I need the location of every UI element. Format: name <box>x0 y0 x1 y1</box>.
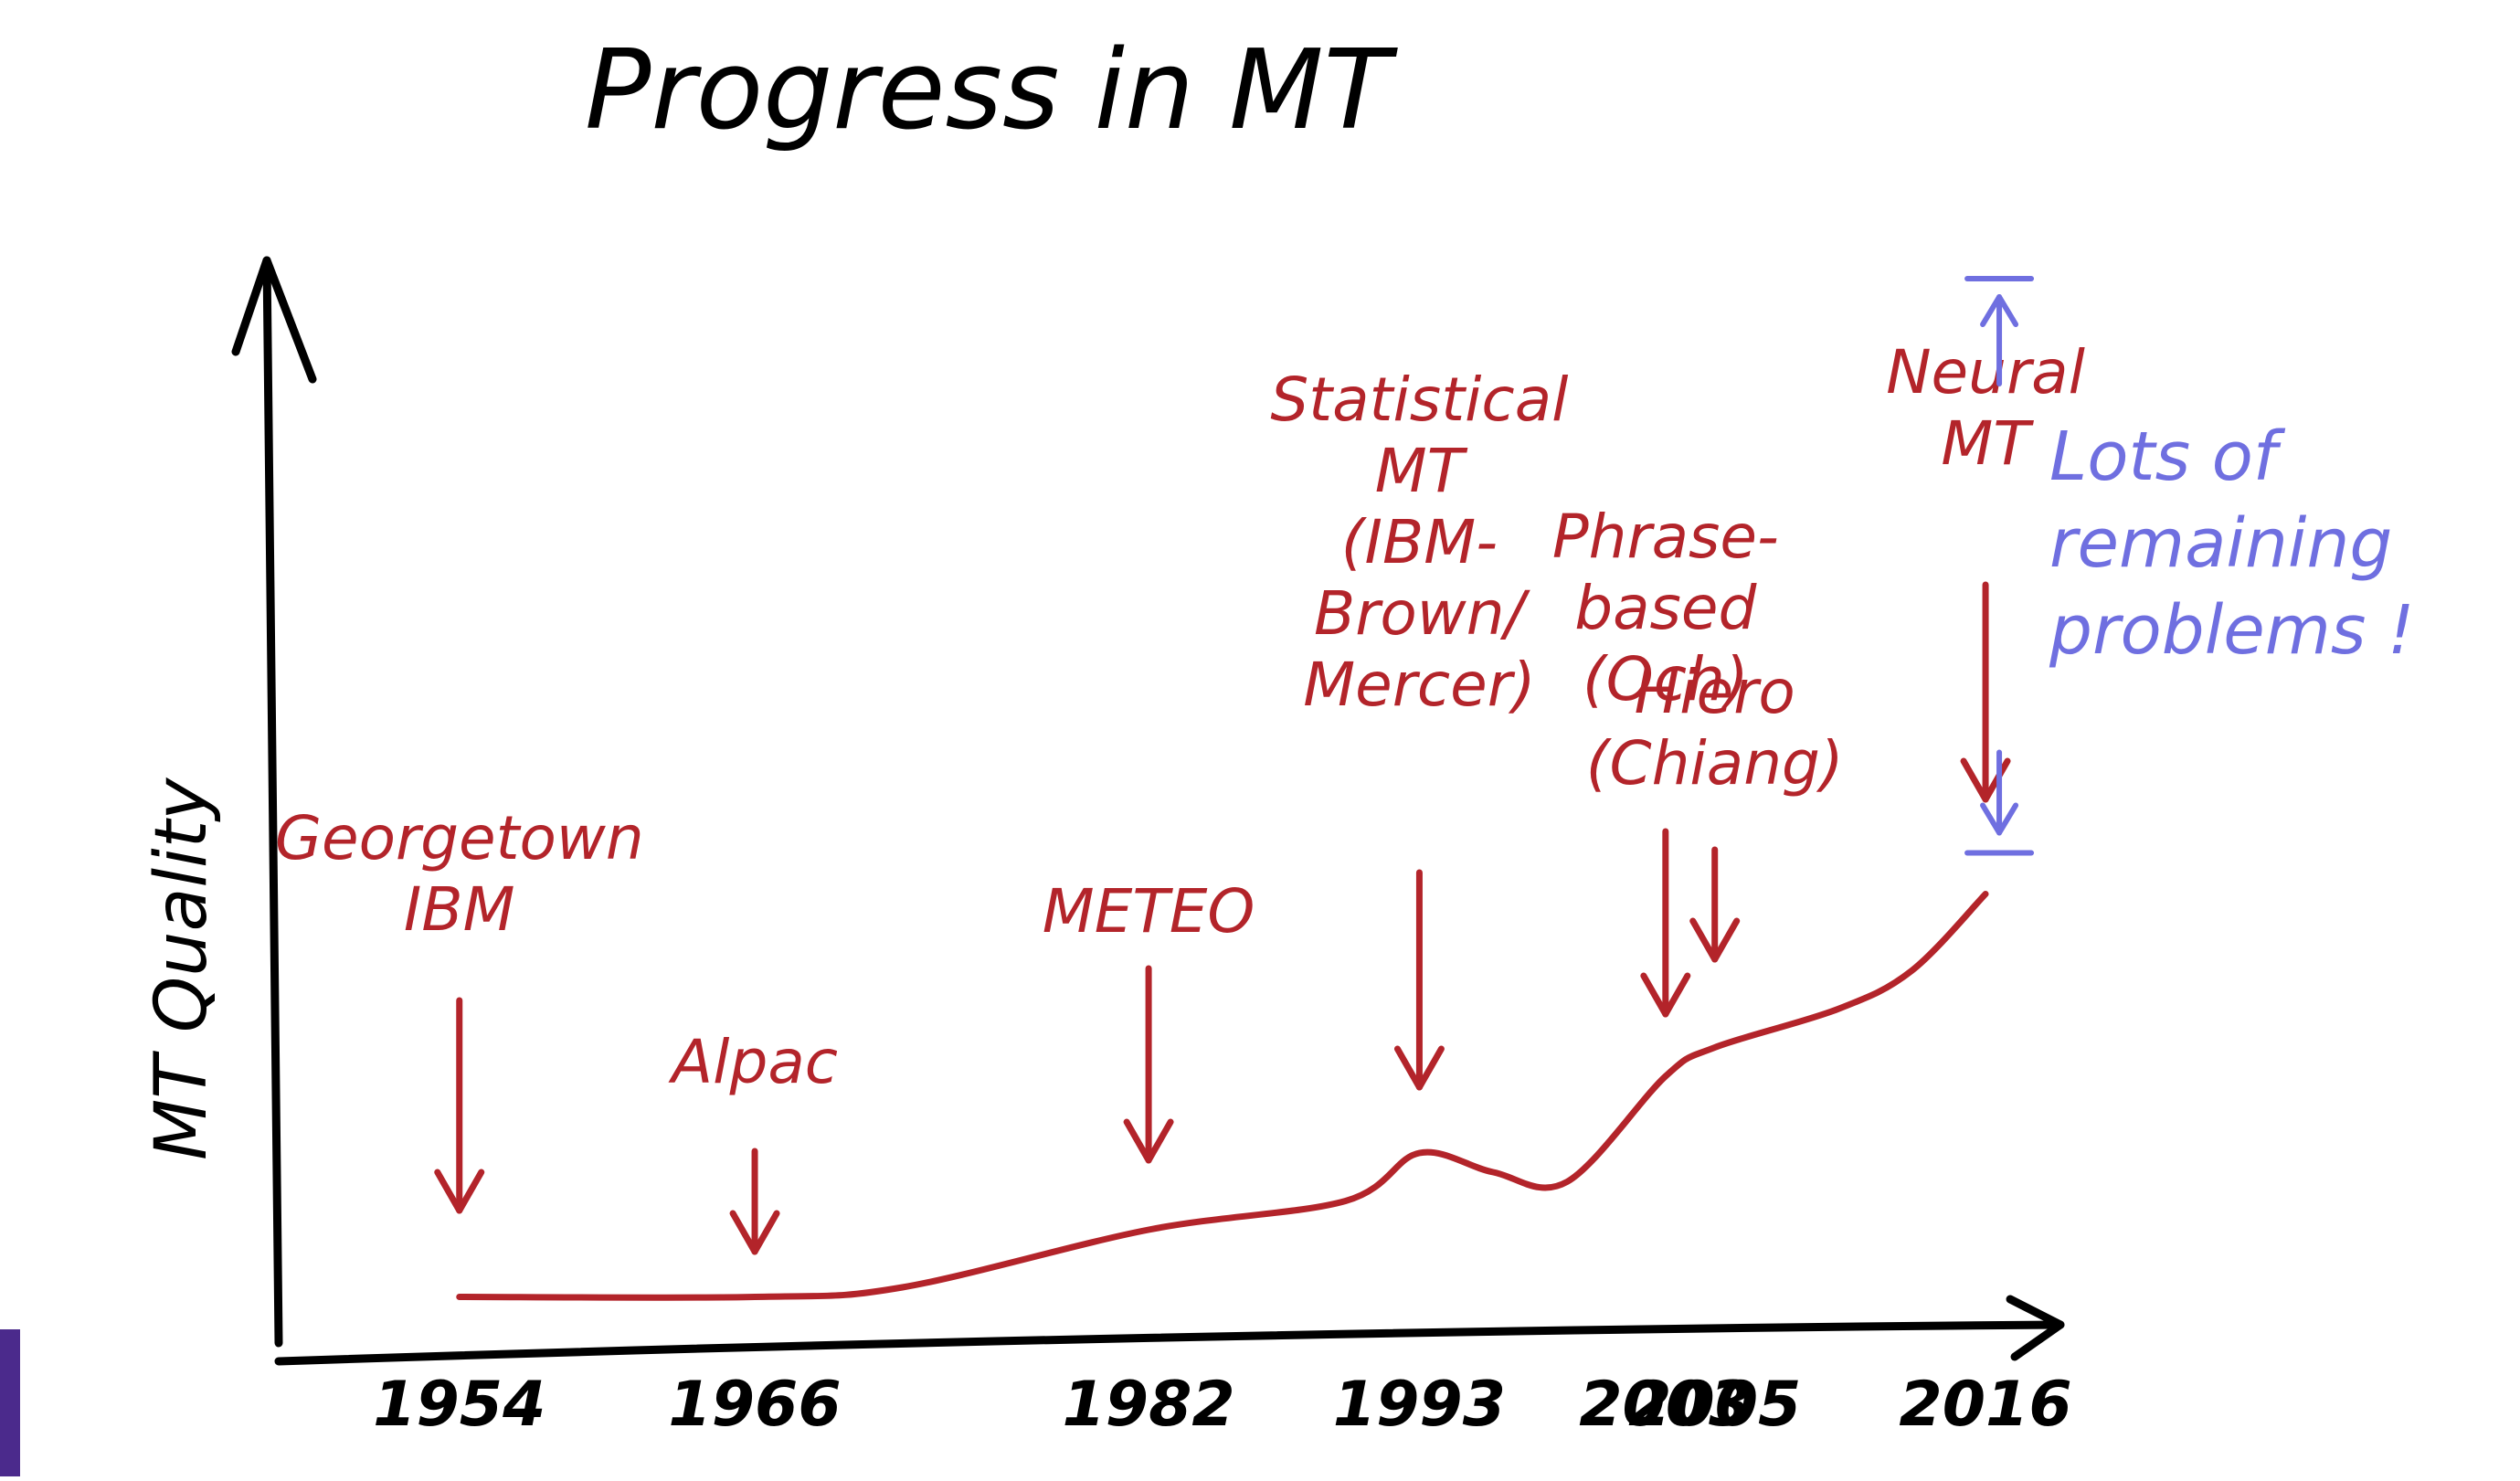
annotation: Hiero(Chiang) <box>1586 657 1844 963</box>
annotation-label: (IBM- <box>1341 507 1498 577</box>
annotation-label: Statistical <box>1270 365 1569 435</box>
accent-bar <box>0 1329 20 1476</box>
quality-line <box>456 891 1989 1301</box>
annotation-arrowhead <box>1393 1045 1445 1091</box>
annotation: Phrase-based(Och) <box>1552 502 1779 1018</box>
annotation-label: Neural <box>1886 337 2085 407</box>
annotation-label: (Chiang) <box>1586 728 1844 799</box>
x-tick-label: 2003 <box>1579 1369 1752 1441</box>
annotation: METEO <box>1043 876 1255 1164</box>
x-tick-label: 1954 <box>373 1369 545 1441</box>
note-arrowhead-down <box>1980 802 2019 836</box>
annotation-label: Alpac <box>668 1027 838 1097</box>
x-tick-label: 1993 <box>1333 1369 1506 1441</box>
annotation-label: METEO <box>1043 876 1255 947</box>
annotation-arrowhead <box>1123 1118 1174 1164</box>
annotations: GeorgetownIBMAlpacMETEOStatisticalMT(IBM… <box>275 337 2086 1255</box>
x-axis-arrowhead <box>2006 1295 2065 1361</box>
chart-title: Progress in MT <box>585 27 1399 154</box>
x-tick-label: 2016 <box>1899 1369 2071 1441</box>
annotation-label: Brown/ <box>1314 578 1531 649</box>
y-axis-label: MT Quality <box>141 777 223 1160</box>
y-axis-arrowhead <box>231 256 317 384</box>
annotation-label: Mercer) <box>1303 650 1535 720</box>
remaining-problems-note: Lots of remaining problems ! <box>1964 276 2415 856</box>
x-tick-label: 2005 <box>1628 1369 1801 1441</box>
annotation-label: IBM <box>404 874 515 945</box>
note-line: problems ! <box>2049 591 2415 670</box>
annotation-arrowhead <box>729 1210 780 1255</box>
annotation-label: based <box>1574 573 1757 643</box>
annotation-label: Hiero <box>1635 657 1795 727</box>
axes <box>231 256 2065 1366</box>
note-line: remaining <box>2049 504 2392 583</box>
annotation-arrowhead <box>434 1169 485 1214</box>
annotation-label: MT <box>1941 408 2034 479</box>
x-tick-label: 1982 <box>1062 1369 1234 1441</box>
annotation: Alpac <box>668 1027 838 1255</box>
y-axis <box>262 256 283 1348</box>
x-tick-label: 1966 <box>668 1369 841 1441</box>
annotation-arrowhead <box>1640 972 1691 1018</box>
note-line: Lots of <box>2049 418 2286 496</box>
note-arrowhead-up <box>1980 294 2019 327</box>
annotation-label: MT <box>1375 436 1468 506</box>
annotation-label: Phrase- <box>1552 502 1779 572</box>
annotation-label: (Och) <box>1583 644 1749 714</box>
annotation-arrowhead <box>1689 917 1741 963</box>
x-axis <box>274 1320 2065 1366</box>
annotation-label: Georgetown <box>275 803 644 873</box>
